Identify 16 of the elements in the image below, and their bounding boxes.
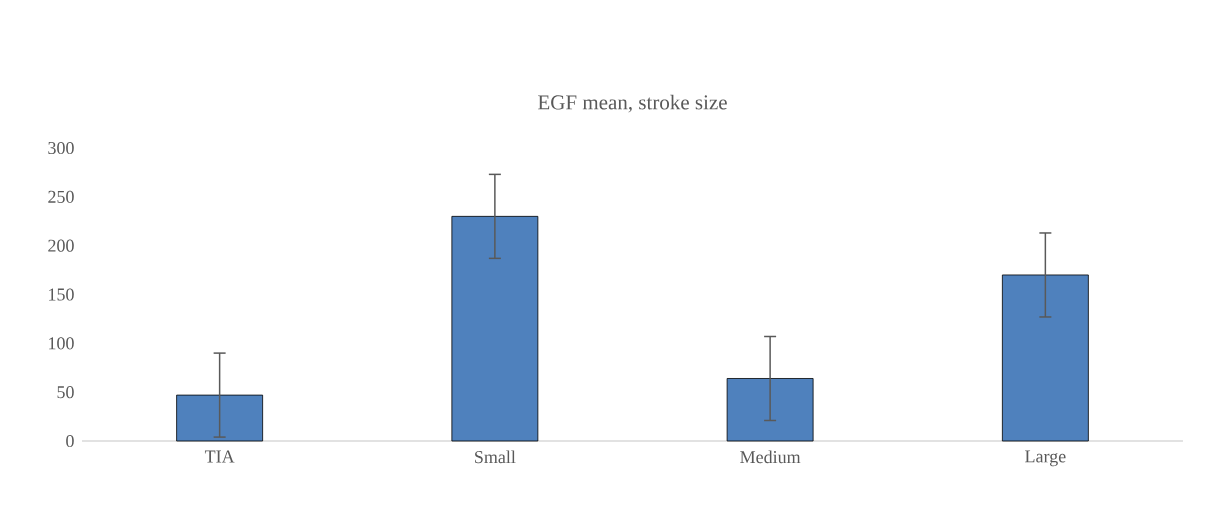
y-tick-label: 0	[66, 434, 74, 448]
chart-title: EGF mean, stroke size	[538, 94, 727, 113]
y-tick-label: 100	[49, 337, 74, 350]
bar	[726, 378, 814, 442]
x-tick-label: Medium	[740, 450, 801, 464]
y-tick-label: 250	[48, 190, 74, 203]
x-tick-label: Small	[475, 450, 516, 464]
bar	[1001, 274, 1089, 442]
x-tick-label: TIA	[204, 450, 235, 463]
y-tick-label: 200	[48, 239, 74, 252]
y-tick-label: 50	[57, 386, 74, 399]
bar	[176, 394, 264, 442]
y-tick-label: 300	[48, 141, 74, 155]
y-tick-label: 150	[49, 288, 74, 301]
bar	[451, 215, 539, 442]
x-tick-label: Large	[1025, 450, 1066, 467]
